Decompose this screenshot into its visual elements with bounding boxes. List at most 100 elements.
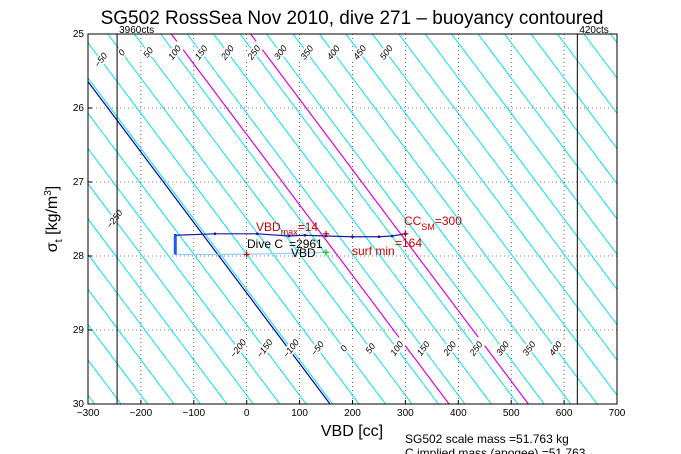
contour-label-bg xyxy=(190,40,212,65)
x-tick-label: 700 xyxy=(609,408,626,419)
contour-line xyxy=(424,34,617,291)
contour-line xyxy=(557,34,617,115)
buoyancy-contours xyxy=(88,34,681,404)
annotation-surf-min-sub: surf min xyxy=(352,244,395,258)
contour-label-bg xyxy=(280,336,302,361)
vbd-limit-lines: 3960cts 420cts xyxy=(116,25,609,404)
y-tick-label: 26 xyxy=(73,103,85,114)
footer-scale-mass: SG502 scale mass =51.763 kg xyxy=(405,432,569,446)
contour-label-bg xyxy=(216,40,239,65)
contour-label-bg xyxy=(386,336,408,361)
contour-label-bg xyxy=(137,40,159,65)
y-tick-label: 28 xyxy=(73,251,85,262)
footer-implied-mass: C implied mass (apogee) =51.763 xyxy=(405,446,586,454)
contour-line xyxy=(88,77,334,404)
x-tick-label: 0 xyxy=(244,408,250,419)
contour-label-bg xyxy=(269,40,292,65)
contour-line xyxy=(451,34,617,256)
neutral-buoyancy-line xyxy=(88,80,331,404)
dive-trace-line xyxy=(175,233,406,238)
contour-line xyxy=(371,34,617,361)
y-tick-label: 29 xyxy=(73,325,85,336)
contour-line xyxy=(88,253,201,404)
contour-label-bg xyxy=(164,40,186,65)
contour-label-bg xyxy=(544,336,567,361)
contour-label-bg xyxy=(243,40,265,65)
contour-label-bg xyxy=(333,336,355,361)
annotation-vbd-max: VBDmax=14 xyxy=(256,220,318,237)
contour-label-bg xyxy=(103,207,126,231)
x-tick-label: 200 xyxy=(344,408,361,419)
contour-line xyxy=(88,288,175,404)
contour-line xyxy=(88,147,281,404)
contour-line xyxy=(133,34,413,404)
contour-label: 50 xyxy=(363,341,377,355)
y-tick-label: 27 xyxy=(73,177,85,188)
y-axis-label: σt [kg/m3] xyxy=(43,186,65,253)
contour-label: 0 xyxy=(116,47,127,57)
dive-trace-lower-line xyxy=(175,251,327,256)
contour-label-bg xyxy=(90,48,112,72)
vbd-limit-label: 3960cts xyxy=(119,25,154,36)
contour-line xyxy=(637,34,681,404)
contour-label-bg xyxy=(111,40,133,65)
contour-label-bg xyxy=(439,336,461,361)
contour-line xyxy=(107,34,386,404)
y-ticks: 25 26 27 28 29 30 xyxy=(73,29,92,410)
x-tick-label: −200 xyxy=(130,408,153,419)
annotation-dive-c: Dive C =2961 xyxy=(247,237,323,251)
contour-line xyxy=(477,34,617,220)
contour-label-bg xyxy=(322,40,344,65)
x-tick-label: 300 xyxy=(397,408,414,419)
contour-label: 0 xyxy=(338,343,349,353)
x-tick-label: 600 xyxy=(556,408,573,419)
contour-line xyxy=(292,34,572,404)
contour-label-bg xyxy=(518,336,540,361)
contour-label-bg xyxy=(227,336,249,361)
dive-trace-point xyxy=(303,233,307,237)
annotation-cc-sm: CCSM=300 xyxy=(404,214,462,232)
dive-trace-point xyxy=(390,234,394,238)
contour-line xyxy=(88,41,360,404)
x-tick-label: −300 xyxy=(77,408,100,419)
contour-line xyxy=(398,34,617,326)
dive-trace-point xyxy=(213,232,217,236)
chart-title: SG502 RossSea Nov 2010, dive 271 – buoya… xyxy=(101,8,604,29)
dive-trace-point xyxy=(351,235,354,239)
x-tick-label: −100 xyxy=(183,408,206,419)
vbd-limit-label: 420cts xyxy=(579,25,608,36)
contour-label-bg xyxy=(359,336,381,361)
dive-trace-point xyxy=(255,232,259,236)
y-tick-label: 30 xyxy=(73,399,85,410)
contour-label-bg xyxy=(375,40,397,65)
x-tick-label: 100 xyxy=(291,408,308,419)
contour-label: 50 xyxy=(141,45,155,59)
x-ticks: −300 −200 −100 0 100 200 300 400 500 600 700 xyxy=(77,400,626,419)
contour-line xyxy=(609,34,617,44)
contour-line xyxy=(88,323,148,404)
contour-label-bg xyxy=(253,336,276,361)
contour-label-bg xyxy=(296,40,318,65)
x-tick-label: 400 xyxy=(450,408,467,419)
annotation-surf-min-value: =164 xyxy=(395,236,422,250)
contour-line xyxy=(319,34,598,404)
dive-trace-point xyxy=(377,235,381,239)
contour-label-bg xyxy=(465,336,487,361)
contour-label-bg xyxy=(412,336,434,361)
x-axis-label: VBD [cc] xyxy=(321,423,383,440)
dive-trace xyxy=(173,230,409,258)
contour-line xyxy=(160,34,439,404)
contour-label-bg xyxy=(349,40,371,65)
y-tick-label: 25 xyxy=(73,29,85,40)
contour-line xyxy=(88,112,307,404)
dive-trace-point xyxy=(287,234,291,238)
contour-label-bg xyxy=(492,336,514,361)
contour-line xyxy=(186,34,466,404)
contour-line xyxy=(213,34,492,404)
annotation-vbd-low: VBD xyxy=(291,246,316,260)
contour-line xyxy=(239,34,519,404)
contour-label-bg xyxy=(306,336,329,361)
x-tick-label: 500 xyxy=(503,408,520,419)
contour-line xyxy=(266,34,545,404)
